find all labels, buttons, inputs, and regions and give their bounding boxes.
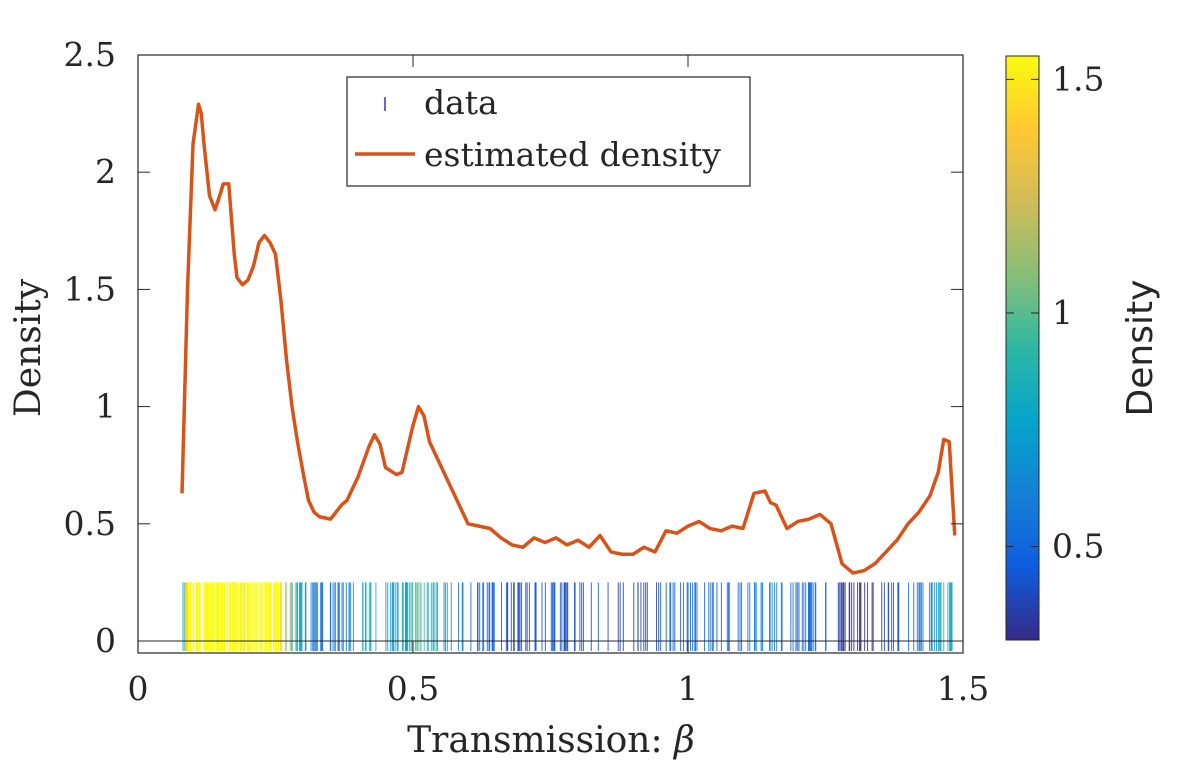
legend-box [346,76,751,187]
y-tick-label: 1 [95,387,116,426]
legend-density-label: estimated density [424,135,721,174]
x-tick-label: 1.5 [937,669,989,708]
y-tick-label: 2 [95,152,116,191]
x-axis-ticks: 0 0.5 1 1.5 [128,55,989,708]
legend: data estimated density [346,76,751,187]
y-tick-label: 0 [95,621,116,660]
y-tick-label: 2.5 [64,35,116,74]
y-tick-label: 1.5 [64,269,116,308]
x-tick-label: 0 [128,669,149,708]
colorbar: 0.5 1 1.5 Density [1005,55,1161,641]
axes-box [137,54,964,654]
data-rug [182,582,953,651]
x-tick-label: 1 [678,669,699,708]
beta-symbol: β [672,720,695,761]
x-axis-label: Transmission: β [407,720,695,761]
x-axis-label-text: Transmission: [407,720,674,761]
colorbar-gradient [1005,55,1040,641]
colorbar-tick-label: 1.5 [1052,59,1104,98]
estimated-density-line [180,102,957,575]
legend-data-label: data [424,83,498,122]
colorbar-tick-label: 0.5 [1052,527,1104,566]
y-axis-ticks: 0 0.5 1 1.5 2 2.5 [64,35,963,660]
colorbar-ticks: 0.5 1 1.5 [1006,59,1104,566]
colorbar-label: Density [1120,280,1161,417]
y-tick-label: 0.5 [64,504,116,543]
x-tick-label: 0.5 [387,669,439,708]
y-axis-label: Density [8,278,49,417]
colorbar-tick-label: 1 [1052,293,1073,332]
